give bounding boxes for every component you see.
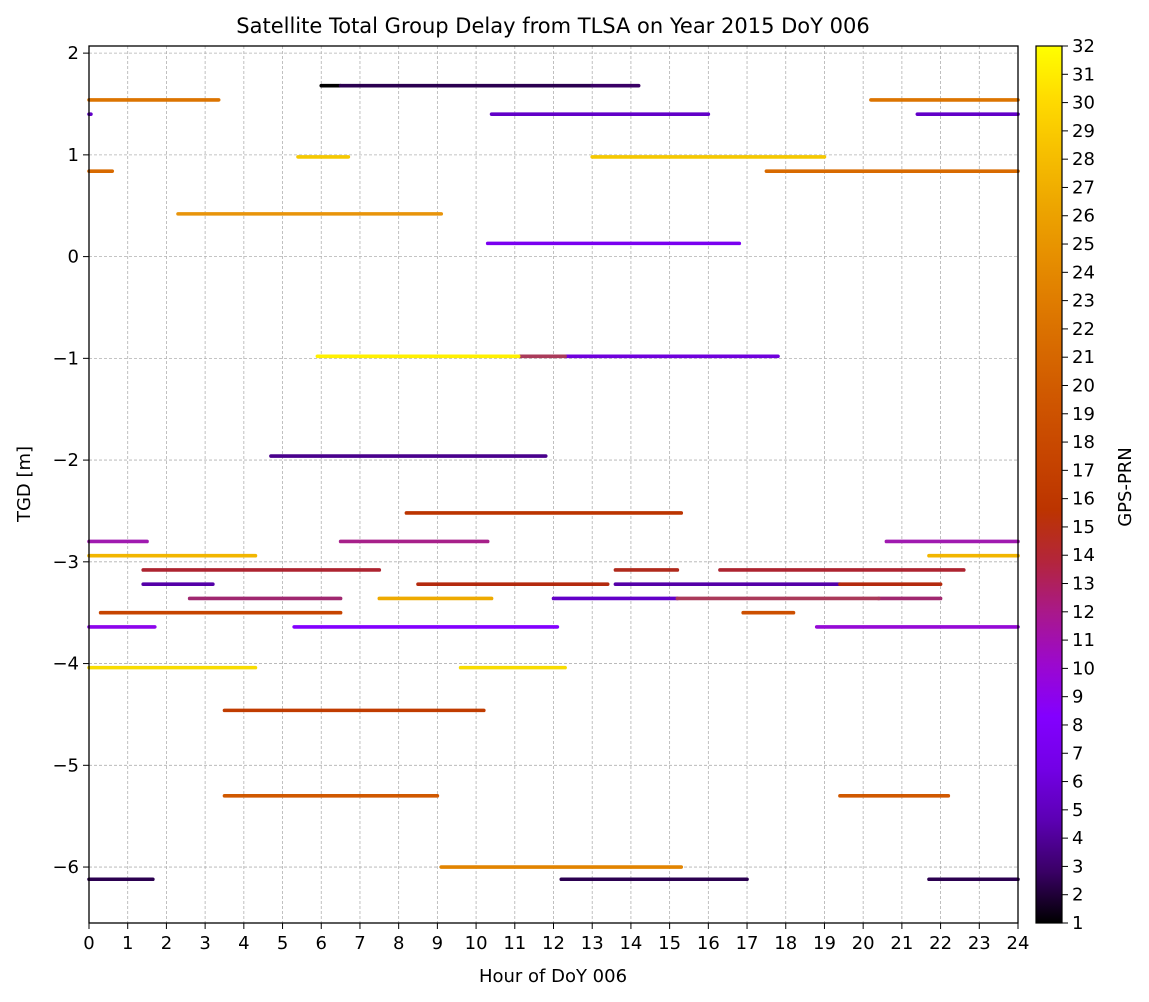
colorbar-tick-label: 13 [1072,574,1095,595]
colorbar-tick-label: 31 [1072,64,1095,85]
x-tick-label: 1 [122,933,133,954]
colorbar-tick-label: 18 [1072,432,1095,453]
x-tick-label: 11 [503,933,526,954]
x-tick-label: 6 [316,933,327,954]
x-tick-label: 0 [83,933,94,954]
colorbar-tick-label: 4 [1072,828,1083,849]
x-axis-ticks: 0 1 2 3 4 5 6 7 8 9 10 11 12 13 14 15 16 17 18 19 20 21 22 23 24 [83,923,1029,954]
x-axis-label: Hour of DoY 006 [479,966,627,987]
colorbar-tick-label: 21 [1072,347,1095,368]
x-tick-label: 14 [619,933,642,954]
colorbar-tick-label: 17 [1072,460,1095,481]
x-tick-label: 20 [852,933,875,954]
y-axis-ticks: 2 1 0 −1 −2 −3 −4 −5 −6 [52,43,89,878]
x-tick-label: 19 [813,933,836,954]
y-tick-label: −2 [52,450,79,471]
x-tick-label: 17 [736,933,759,954]
chart-title: Satellite Total Group Delay from TLSA on… [236,14,869,38]
colorbar-tick-label: 5 [1072,800,1083,821]
colorbar-tick-label: 2 [1072,885,1083,906]
x-tick-label: 21 [890,933,913,954]
colorbar-tick-label: 32 [1072,36,1095,57]
colorbar-tick-label: 8 [1072,715,1083,736]
x-tick-label: 9 [432,933,443,954]
colorbar-tick-label: 22 [1072,319,1095,340]
colorbar-tick-label: 6 [1072,772,1083,793]
x-tick-label: 5 [277,933,288,954]
y-tick-label: −6 [52,857,79,878]
colorbar-tick-label: 1 [1072,913,1083,934]
colorbar-label: GPS-PRN [1115,447,1136,527]
colorbar-tick-label: 7 [1072,743,1083,764]
colorbar: 1234567891011121314151617181920212223242… [1035,36,1095,934]
colorbar-tick-label: 27 [1072,177,1095,198]
colorbar-tick-label: 10 [1072,658,1095,679]
y-tick-label: −3 [52,552,79,573]
x-tick-label: 22 [929,933,952,954]
colorbar-tick-label: 19 [1072,404,1095,425]
colorbar-tick-label: 24 [1072,262,1095,283]
colorbar-tick-label: 14 [1072,545,1095,566]
y-tick-label: −4 [52,654,79,675]
colorbar-tick-label: 30 [1072,93,1095,114]
x-tick-label: 13 [581,933,604,954]
y-tick-label: 0 [68,247,79,268]
x-tick-label: 16 [697,933,720,954]
x-tick-label: 8 [393,933,404,954]
y-tick-label: 2 [68,43,79,64]
x-tick-label: 18 [774,933,797,954]
x-tick-label: 3 [199,933,210,954]
y-axis-label: TGD [m] [14,446,35,523]
series-prn-15 [516,354,881,601]
colorbar-tick-label: 12 [1072,602,1095,623]
colorbar-tick-label: 29 [1072,121,1095,142]
x-tick-label: 2 [161,933,172,954]
colorbar-tick-label: 11 [1072,630,1095,651]
x-tick-label: 12 [542,933,565,954]
series-prn-2 [87,83,1020,882]
series-layer [87,83,1020,882]
colorbar-tick-label: 3 [1072,856,1083,877]
series-prn-6 [87,112,1020,601]
colorbar-tick-label: 23 [1072,291,1095,312]
x-tick-label: 23 [968,933,991,954]
colorbar-tick-label: 26 [1072,206,1095,227]
y-tick-label: −1 [52,348,79,369]
x-tick-label: 7 [354,933,365,954]
colorbar-tick-label: 25 [1072,234,1095,255]
colorbar-tick-label: 28 [1072,149,1095,170]
colorbar-gradient [1035,45,1063,924]
x-tick-label: 15 [658,933,681,954]
colorbar-tick-label: 20 [1072,375,1095,396]
y-tick-label: 1 [68,145,79,166]
colorbar-tick-label: 9 [1072,687,1083,708]
y-tick-label: −5 [52,755,79,776]
colorbar-tick-label: 15 [1072,517,1095,538]
colorbar-tick-label: 16 [1072,489,1095,510]
grid-lines [88,46,1019,923]
x-tick-label: 10 [465,933,488,954]
x-tick-label: 4 [238,933,249,954]
x-tick-label: 24 [1007,933,1030,954]
